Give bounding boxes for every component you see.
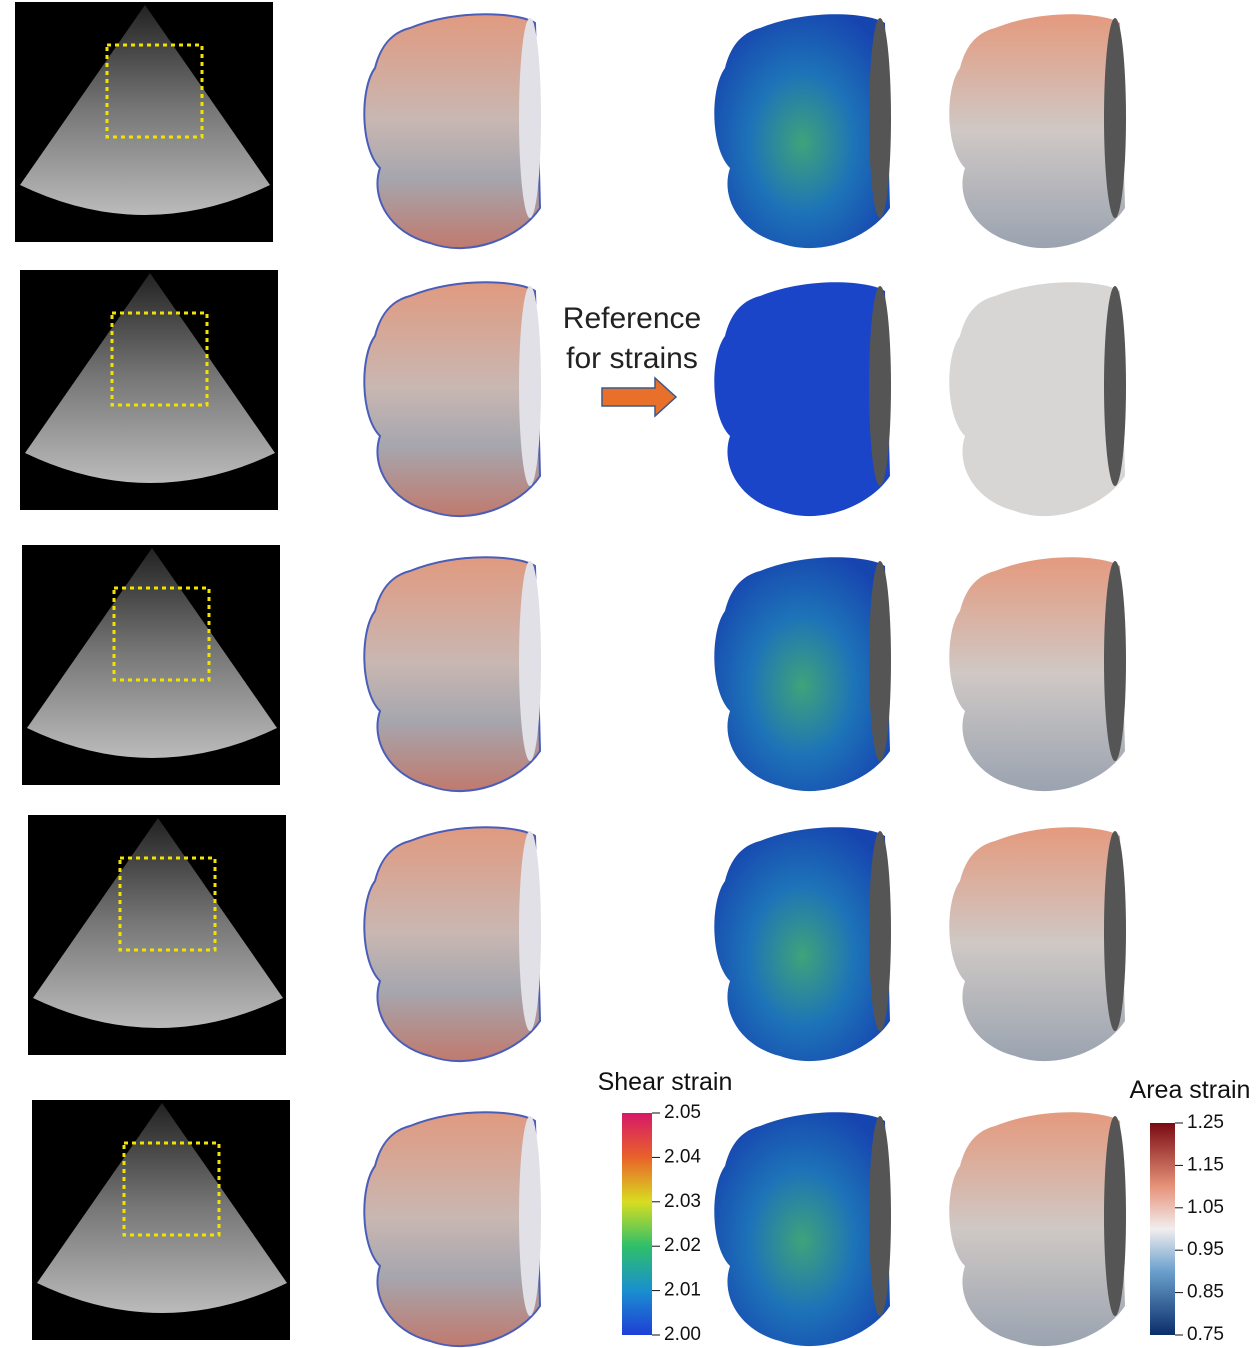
annotation: Reference: [563, 302, 701, 335]
surface-body: [714, 14, 890, 248]
surface-body: [364, 14, 540, 248]
surface-body: [364, 282, 540, 516]
colorbar-tick-label: 2.02: [664, 1235, 701, 1256]
colorbar-tick-label: 1.25: [1187, 1112, 1224, 1133]
strain-surface: [949, 827, 1126, 1061]
surface-opening: [519, 561, 541, 761]
surface-opening: [869, 1116, 891, 1316]
surface-opening: [869, 18, 891, 218]
mesh-surface: [364, 827, 541, 1061]
surface-body: [364, 557, 540, 791]
colorbar-title: Shear strain: [598, 1068, 733, 1096]
strain-surface: [714, 557, 891, 791]
colorbar-tick-label: 0.75: [1187, 1324, 1224, 1345]
strain-surface: [714, 1112, 891, 1346]
surface-opening: [519, 286, 541, 486]
surface-body: [714, 557, 890, 791]
surface-opening: [1104, 831, 1126, 1031]
colorbar-tick-label: 0.85: [1187, 1282, 1224, 1303]
mesh-surface: [364, 1112, 541, 1346]
colorbar-tick-label: 2.03: [664, 1191, 701, 1212]
strain-surface: [949, 14, 1126, 248]
strain-surface: [714, 282, 891, 516]
surface-opening: [1104, 561, 1126, 761]
surface-body: [949, 827, 1125, 1061]
surface-opening: [519, 831, 541, 1031]
annotation: for strains: [566, 342, 698, 375]
strain-surface: [714, 827, 891, 1061]
surface-opening: [1104, 286, 1126, 486]
mesh-surface: [364, 14, 541, 248]
colorbar-tick-label: 2.01: [664, 1280, 701, 1301]
colorbar: [622, 1113, 652, 1335]
surface-opening: [519, 18, 541, 218]
surface-body: [364, 1112, 540, 1346]
colorbar-tick-label: 1.05: [1187, 1197, 1224, 1218]
colorbar-tick-label: 2.04: [664, 1146, 701, 1167]
surface-opening: [869, 561, 891, 761]
strain-surface: [949, 557, 1126, 791]
surface-body: [949, 282, 1125, 516]
surface-opening: [1104, 1116, 1126, 1316]
strain-surface: [949, 1112, 1126, 1346]
surface-opening: [519, 1116, 541, 1316]
surface-opening: [869, 831, 891, 1031]
surface-body: [714, 827, 890, 1061]
surface-body: [714, 282, 890, 516]
surface-body: [949, 1112, 1125, 1346]
colorbar-title: Area strain: [1130, 1076, 1251, 1104]
surface-body: [714, 1112, 890, 1346]
colorbar-tick-label: 1.15: [1187, 1154, 1224, 1175]
surface-body: [949, 557, 1125, 791]
mesh-surface: [364, 557, 541, 791]
colorbar-tick-label: 2.05: [664, 1102, 701, 1123]
surface-opening: [1104, 18, 1126, 218]
mesh-surface: [364, 282, 541, 516]
colorbar: [1150, 1123, 1175, 1335]
colorbar-tick-label: 0.95: [1187, 1239, 1224, 1260]
strain-surface: [949, 282, 1126, 516]
surface-body: [364, 827, 540, 1061]
surface-opening: [869, 286, 891, 486]
figure: Reference for strains Shear strain Area …: [0, 0, 1258, 1348]
surface-body: [949, 14, 1125, 248]
strain-surface: [714, 14, 891, 248]
arrow: [602, 378, 676, 416]
colorbar-tick-label: 2.00: [664, 1324, 701, 1345]
